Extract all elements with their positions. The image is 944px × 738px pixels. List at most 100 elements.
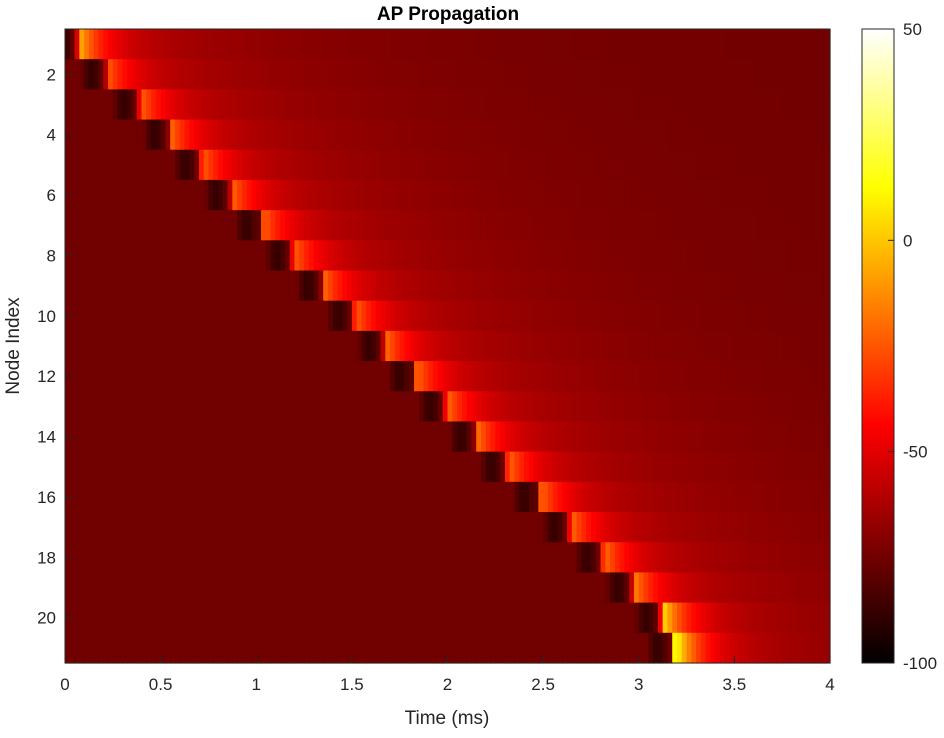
heatmap-cell (308, 512, 315, 543)
heatmap-cell (155, 391, 162, 423)
heatmap-cell (504, 89, 511, 121)
heatmap-cell (476, 179, 482, 211)
heatmap-cell (562, 632, 568, 664)
heatmap-cell (93, 149, 100, 181)
heatmap-cell (557, 421, 563, 453)
heatmap-cell (93, 240, 100, 272)
heatmap-cell (160, 29, 167, 60)
heatmap-cell (777, 270, 783, 302)
heatmap-cell (715, 119, 721, 151)
heatmap-cell (265, 512, 272, 543)
heatmap-cell (782, 29, 788, 60)
heatmap-cell (452, 270, 458, 302)
heatmap-cell (524, 29, 530, 60)
heatmap-cell (170, 119, 176, 151)
heatmap-cell (308, 421, 315, 453)
heatmap-cell (772, 542, 779, 574)
heatmap-cell (825, 632, 831, 664)
heatmap-cell (514, 451, 520, 483)
heatmap-cell (657, 89, 664, 121)
heatmap-cell (122, 59, 128, 90)
heatmap-cell (672, 361, 678, 392)
heatmap-cell (155, 119, 162, 151)
heatmap-cell (351, 210, 358, 241)
heatmap-cell (480, 240, 487, 272)
heatmap-cell (390, 179, 396, 211)
heatmap-cell (806, 149, 812, 181)
heatmap-cell (466, 210, 473, 241)
heatmap-cell (567, 29, 573, 60)
heatmap-cell (633, 179, 640, 211)
heatmap-cell (643, 421, 649, 453)
y-tick-label: 20 (37, 609, 56, 628)
heatmap-cell (394, 179, 401, 211)
heatmap-cell (724, 481, 731, 513)
heatmap-cell (528, 179, 535, 211)
heatmap-cell (629, 481, 635, 513)
heatmap-cell (155, 632, 162, 664)
heatmap-cell (724, 89, 731, 121)
heatmap-cell (155, 300, 162, 332)
heatmap-cell (122, 602, 128, 634)
heatmap-cell (227, 59, 233, 90)
heatmap-cell (414, 481, 420, 513)
heatmap-cell (557, 542, 563, 574)
heatmap-cell (571, 421, 578, 453)
heatmap-cell (447, 119, 453, 151)
heatmap-cell (103, 512, 109, 543)
heatmap-cell (308, 602, 315, 634)
heatmap-cell (672, 270, 678, 302)
heatmap-cell (504, 512, 511, 543)
heatmap-cell (294, 149, 300, 181)
heatmap-cell (777, 119, 783, 151)
heatmap-cell (691, 29, 697, 60)
heatmap-cell (485, 179, 492, 211)
heatmap-cell (347, 89, 353, 121)
heatmap-cell (504, 240, 511, 272)
heatmap-cell (117, 210, 123, 241)
heatmap-cell (174, 361, 181, 392)
heatmap-cell (170, 542, 176, 574)
heatmap-cell (304, 59, 310, 90)
heatmap-cell (633, 542, 640, 574)
heatmap-cell (437, 59, 444, 90)
heatmap-cell (667, 421, 673, 453)
heatmap-cell (194, 300, 200, 332)
heatmap-cell (552, 361, 559, 392)
heatmap-cell (748, 210, 755, 241)
heatmap-cell (241, 632, 248, 664)
heatmap-cell (648, 542, 654, 574)
heatmap-cell (509, 300, 516, 332)
heatmap-cell (189, 451, 195, 483)
heatmap-cell (476, 29, 482, 60)
heatmap-cell (791, 270, 798, 302)
heatmap-cell (380, 572, 386, 604)
heatmap-cell (614, 361, 621, 392)
heatmap-cell (98, 361, 104, 392)
heatmap-cell (820, 632, 826, 664)
heatmap-cell (232, 361, 238, 392)
heatmap-cell (108, 361, 114, 392)
heatmap-cell (160, 270, 167, 302)
heatmap-cell (222, 210, 229, 241)
heatmap-cell (347, 300, 353, 332)
heatmap-cell (208, 270, 214, 302)
heatmap-cell (815, 391, 822, 423)
heatmap-cell (629, 149, 635, 181)
heatmap-cell (256, 89, 262, 121)
heatmap-cell (734, 59, 740, 90)
heatmap-cell (705, 300, 712, 332)
heatmap-cell (810, 542, 817, 574)
heatmap-cell (638, 361, 645, 392)
heatmap-cell (447, 29, 453, 60)
heatmap-cell (538, 270, 544, 302)
heatmap-cell (241, 481, 248, 513)
heatmap-cell (394, 421, 401, 453)
heatmap-cell (385, 391, 391, 423)
heatmap-cell (485, 572, 492, 604)
heatmap-cell (203, 451, 210, 483)
heatmap-cell (820, 451, 826, 483)
heatmap-cell (423, 179, 429, 211)
heatmap-cell (399, 149, 406, 181)
heatmap-cell (696, 270, 702, 302)
